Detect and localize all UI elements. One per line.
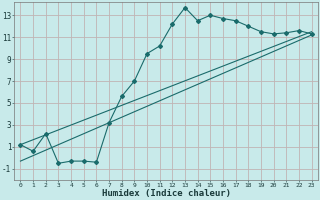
X-axis label: Humidex (Indice chaleur): Humidex (Indice chaleur) [101, 189, 230, 198]
